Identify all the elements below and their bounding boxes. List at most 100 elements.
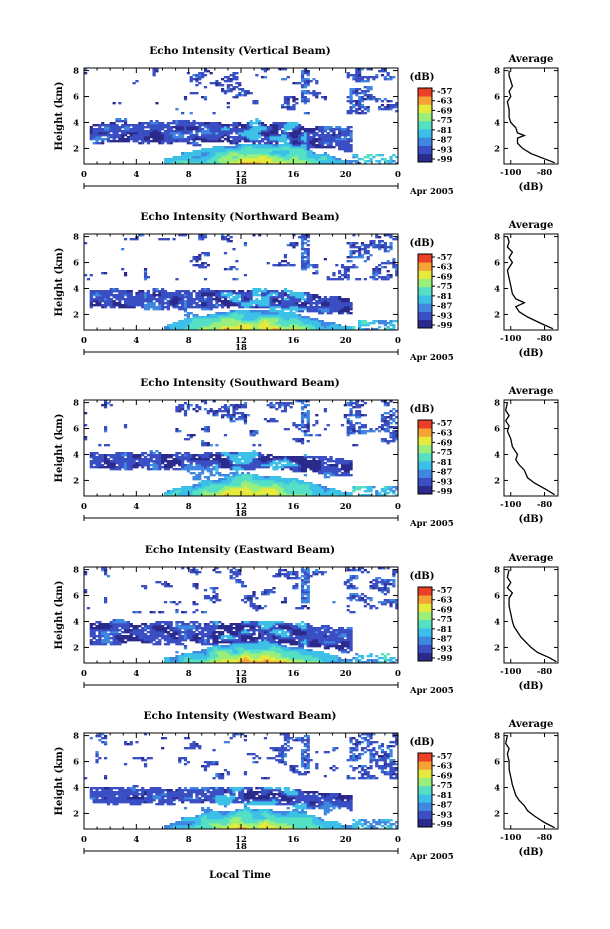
heatmap-cell	[332, 308, 336, 311]
heatmap-cell	[252, 128, 256, 131]
heatmap-cell	[192, 316, 196, 319]
heatmap-cell	[212, 474, 216, 477]
heatmap-cell	[323, 468, 327, 471]
heatmap-cell	[329, 130, 333, 133]
heatmap-cell	[212, 138, 216, 141]
heatmap-cell	[141, 294, 145, 297]
heatmap-cell	[183, 488, 188, 491]
heatmap-cell	[312, 272, 316, 275]
heatmap-cell	[229, 472, 233, 475]
heatmap-cell	[363, 162, 367, 165]
heatmap-cell	[161, 298, 165, 301]
heatmap-cell	[141, 292, 145, 295]
heatmap-cell	[172, 458, 176, 461]
heatmap-cell	[278, 296, 282, 299]
heatmap-cell	[252, 468, 256, 471]
x-tick-label: 20	[340, 336, 352, 346]
heatmap-cell	[212, 314, 216, 317]
heatmap-cell	[349, 246, 353, 249]
heatmap-cell	[241, 418, 245, 421]
heatmap-cell	[246, 152, 250, 155]
heatmap-cell	[232, 474, 236, 477]
heatmap-cell	[201, 300, 205, 303]
heatmap-cell	[263, 160, 268, 163]
panel-title: Echo Intensity (Southward Beam)	[140, 377, 339, 389]
heatmap-cell	[198, 298, 202, 301]
heatmap-cell	[269, 148, 273, 151]
heatmap-cell	[118, 462, 122, 465]
heatmap-cell	[275, 488, 279, 491]
heatmap-cell	[223, 320, 228, 323]
heatmap-cell	[195, 460, 199, 463]
heatmap-cell	[286, 300, 290, 303]
heatmap-cell	[149, 130, 153, 133]
heatmap-cell	[218, 156, 222, 159]
heatmap-cell	[315, 322, 319, 325]
heatmap-cell	[146, 298, 150, 301]
heatmap-cell	[132, 304, 136, 307]
heatmap-cell	[155, 70, 159, 73]
heatmap-cell	[298, 144, 302, 147]
heatmap-cell	[175, 140, 179, 143]
heatmap-cell	[132, 140, 136, 143]
heatmap-cell	[223, 296, 228, 299]
heatmap-cell	[166, 456, 170, 459]
heatmap-cell	[186, 320, 190, 323]
heatmap-cell	[206, 484, 210, 487]
heatmap-cell	[223, 484, 228, 487]
heatmap-cell	[109, 140, 113, 143]
heatmap-cell	[146, 304, 150, 307]
heatmap-cell	[292, 464, 296, 467]
heatmap-cell	[149, 132, 153, 135]
heatmap-cell	[269, 494, 273, 497]
heatmap-cell	[292, 156, 296, 159]
heatmap-cell	[235, 150, 239, 153]
heatmap-cell	[295, 440, 299, 443]
heatmap-cell	[172, 120, 176, 123]
heatmap-cell	[249, 146, 253, 149]
heatmap-cell	[178, 140, 182, 143]
heatmap-cell	[198, 254, 202, 257]
heatmap-cell	[203, 278, 208, 281]
heatmap-cell	[283, 404, 288, 407]
heatmap-cell	[375, 100, 379, 103]
heatmap-cell	[312, 136, 316, 139]
heatmap-cell	[89, 130, 93, 133]
heatmap-cell	[338, 138, 342, 141]
heatmap-cell	[123, 130, 128, 133]
heatmap-cell	[103, 428, 108, 431]
heatmap-cell	[278, 160, 282, 163]
heatmap-cell	[235, 476, 239, 479]
heatmap-cell	[309, 488, 313, 491]
heatmap-cell	[295, 144, 299, 147]
heatmap-cell	[320, 324, 325, 327]
heatmap-cell	[252, 134, 256, 137]
heatmap-cell	[163, 158, 168, 161]
heatmap-cell	[135, 454, 139, 457]
heatmap-cell	[152, 140, 156, 143]
heatmap-cell	[280, 468, 285, 471]
heatmap-cell	[246, 482, 250, 485]
heatmap-cell	[346, 142, 350, 145]
heatmap-cell	[149, 460, 153, 463]
heatmap-cell	[338, 160, 342, 163]
heatmap-cell	[303, 80, 307, 83]
heatmap-cell	[358, 68, 362, 71]
heatmap-cell	[192, 454, 196, 457]
heatmap-cell	[306, 462, 310, 465]
heatmap-cell	[249, 304, 253, 307]
heatmap-cell	[238, 122, 242, 125]
heatmap-cell	[298, 134, 302, 137]
heatmap-cell	[218, 408, 222, 411]
heatmap-cell	[358, 326, 362, 329]
heatmap-cell	[338, 130, 342, 133]
heatmap-cell	[303, 488, 307, 491]
heatmap-cell	[206, 410, 210, 413]
heatmap-cell	[252, 320, 256, 323]
heatmap-cell	[269, 458, 273, 461]
heatmap-cell	[121, 456, 125, 459]
heatmap-cell	[123, 426, 128, 429]
heatmap-cell	[195, 486, 199, 489]
heatmap-cell	[192, 256, 196, 259]
heatmap-cell	[221, 326, 225, 329]
